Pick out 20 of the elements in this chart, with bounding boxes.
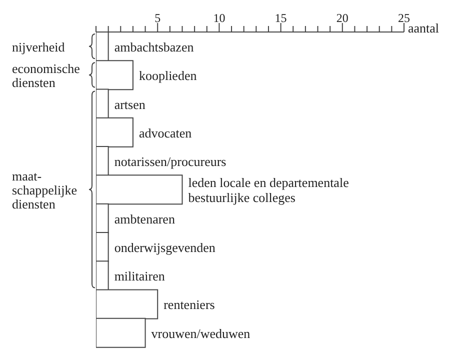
x-tick-label: 20 — [336, 11, 348, 25]
x-tick-label: 25 — [398, 11, 410, 25]
x-tick-label: 15 — [274, 11, 287, 25]
x-tick-label: 5 — [154, 11, 161, 25]
y-tick-label: notarissen/procureurs — [114, 154, 226, 169]
y-tick-label: kooplieden — [138, 68, 198, 83]
y-tick-label: artsen — [114, 96, 146, 112]
y-tick-label: leden locale en departementale bestuurlijke colleges — [188, 174, 350, 205]
text: maat-schappelijke diensten — [12, 168, 78, 211]
text: nijverheid — [12, 38, 66, 54]
y-tick-label: renteniers — [164, 296, 215, 312]
x-axis-title: aantal — [408, 20, 440, 36]
y-tick-label: ambachtsbazen — [114, 39, 194, 54]
text: economische diensten — [12, 60, 80, 90]
y-tick-label: vrouwen/weduwen — [151, 325, 251, 340]
x-tick-label: 10 — [213, 11, 226, 25]
y-tick-label: ambtenaren — [114, 210, 176, 226]
y-tick-label: onderwijsgevenden — [114, 239, 216, 254]
y-tick-label: militairen — [114, 268, 166, 284]
y-tick-label: advocaten — [138, 124, 192, 140]
